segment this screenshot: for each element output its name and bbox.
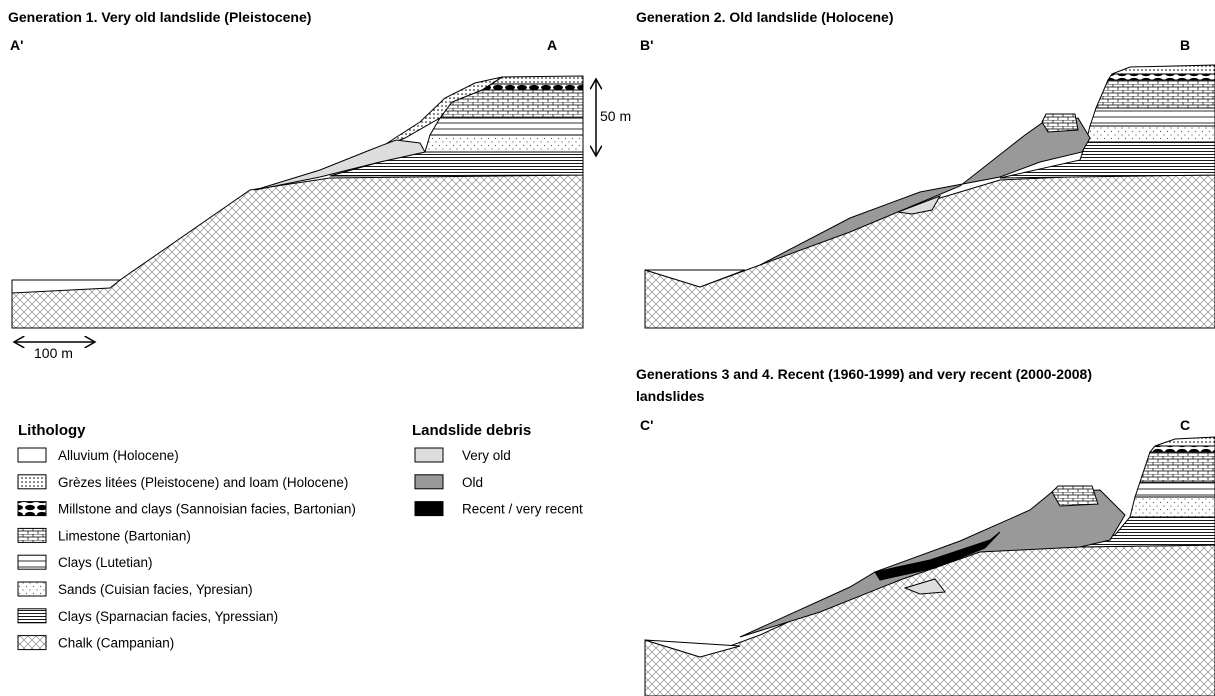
sands (1086, 126, 1215, 142)
limestone (1042, 114, 1078, 132)
legend-swatch (18, 636, 46, 650)
section-end-label: B' (640, 37, 653, 53)
legend-label: Grèzes litées (Pleistocene) and loam (Ho… (58, 475, 348, 490)
legend-title: Lithology (18, 422, 86, 439)
legend-swatch (18, 475, 46, 489)
legend-swatch (415, 475, 443, 489)
millstone (1150, 446, 1215, 452)
clays-lutetian (1090, 108, 1215, 126)
legend-swatch (18, 609, 46, 623)
clays-lutetian (430, 118, 583, 135)
legend-swatch (18, 502, 46, 516)
legend-swatch (415, 502, 443, 516)
legend-label: Limestone (Bartonian) (58, 528, 191, 543)
section-end-label: A' (10, 37, 23, 53)
panel-title: Generation 2. Old landslide (Holocene) (636, 9, 894, 25)
legend-label: Chalk (Campanian) (58, 636, 174, 651)
clays-lutetian (1135, 482, 1215, 497)
panel-title: landslides (636, 388, 705, 404)
panel-title: Generation 1. Very old landslide (Pleist… (8, 9, 311, 25)
limestone (1052, 486, 1098, 506)
section-end-label: B (1180, 37, 1190, 53)
section-end-label: C (1180, 417, 1190, 433)
grezes (492, 76, 583, 84)
legend-label: Clays (Lutetian) (58, 555, 153, 570)
figure: Generation 1. Very old landslide (Pleist… (0, 0, 1215, 696)
legend-swatch (18, 582, 46, 596)
section-end-label: C' (640, 417, 653, 433)
legend-label: Very old (462, 448, 511, 463)
legend-swatch (18, 448, 46, 462)
legend-title: Landslide debris (412, 422, 531, 439)
panel-title: Generations 3 and 4. Recent (1960-1999) … (636, 366, 1092, 382)
sands (1130, 497, 1215, 517)
sands (425, 135, 583, 152)
legend-label: Millstone and clays (Sannoisian facies, … (58, 502, 356, 517)
legend-label: Sands (Cuisian facies, Ypresian) (58, 582, 253, 597)
legend-label: Alluvium (Holocene) (58, 448, 179, 463)
legend-swatch (415, 448, 443, 462)
legend: Alluvium (Holocene) Grèzes litées (Pleist… (18, 448, 583, 651)
chalk (12, 175, 583, 328)
millstone (1108, 74, 1215, 80)
limestone (1140, 452, 1215, 482)
legend-label: Clays (Sparnacian facies, Ypressian) (58, 609, 278, 624)
legend-swatch (18, 555, 46, 569)
vertical-scale-label: 50 m (600, 108, 631, 124)
horizontal-scale-label: 100 m (34, 345, 73, 361)
limestone (1096, 80, 1215, 108)
millstone (482, 84, 583, 90)
legend-swatch (18, 528, 46, 542)
section-end-label: A (547, 37, 557, 53)
grezes (1112, 65, 1215, 74)
grezes (1155, 437, 1215, 446)
legend-label: Old (462, 475, 483, 490)
legend-label: Recent / very recent (462, 502, 583, 517)
